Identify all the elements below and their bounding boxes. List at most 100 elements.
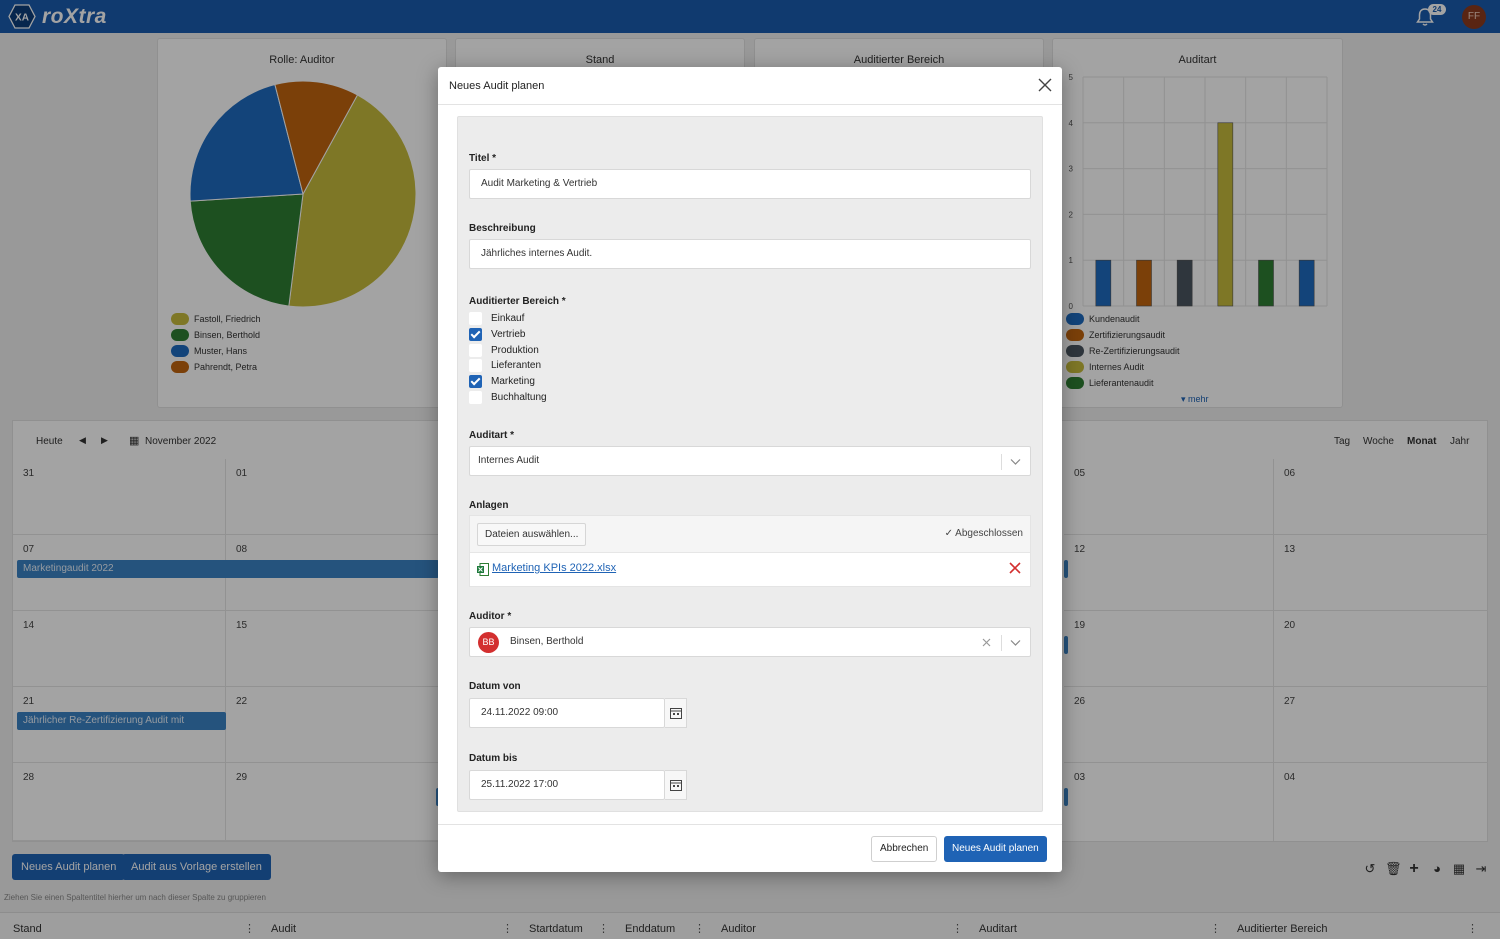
day-cell[interactable]: 26 [1064,687,1274,763]
month-label[interactable]: November 2022 [145,436,217,447]
audit-from-template-button[interactable]: Audit aus Vorlage erstellen [122,854,271,880]
cancel-button[interactable]: Abbrechen [871,836,938,862]
bereich-checkbox-buchhaltung[interactable]: Buchhaltung [469,390,547,405]
auditor-select[interactable]: BB Binsen, Berthold [469,627,1031,657]
day-cell[interactable]: 31 [13,459,226,535]
day-cell[interactable]: 13 [1274,535,1488,611]
attachment-link[interactable]: Marketing KPIs 2022.xlsx [492,562,617,574]
column-header[interactable]: Auditierter Bereich [1237,923,1328,935]
column-menu-icon[interactable]: ⋮ [1467,923,1478,935]
pie-slice[interactable] [274,80,359,196]
add-icon[interactable]: + [1409,860,1419,877]
reset-icon[interactable]: ↺ [1364,861,1376,876]
calendar-event-continuation[interactable] [1064,636,1068,654]
pie-slice[interactable] [189,193,304,307]
day-cell[interactable]: 03 [1064,763,1274,841]
bar[interactable] [1136,259,1152,307]
calendar-view-icon[interactable]: ▦ [1452,861,1466,876]
day-cell[interactable]: 06 [1274,459,1488,535]
column-header[interactable]: Startdatum [529,923,583,935]
prev-arrow-icon[interactable]: ◀ [79,435,86,445]
bereich-checkbox-marketing[interactable]: Marketing [469,374,535,389]
legend-item[interactable]: Pahrendt, Petra [171,359,261,375]
checkbox-checked[interactable] [469,328,482,341]
calendar-event-continuation[interactable] [1064,788,1068,806]
legend-item[interactable]: Kundenaudit [1066,311,1180,327]
checkbox-checked[interactable] [469,375,482,388]
chevron-down-icon[interactable] [1010,456,1021,467]
calendar-event[interactable]: Marketingaudit 2022 [17,560,439,578]
legend-item[interactable]: Zertifizierungsaudit [1066,327,1180,343]
datum-bis-picker[interactable] [665,770,687,800]
legend-item[interactable]: Re-Zertifizierungsaudit [1066,343,1180,359]
column-header[interactable]: Enddatum [625,923,676,935]
delete-attachment-icon[interactable] [1009,562,1021,574]
bar[interactable] [1258,259,1274,307]
select-files-button[interactable]: Dateien auswählen... [477,523,587,546]
datum-von-picker[interactable] [665,698,687,728]
column-menu-icon[interactable]: ⋮ [244,923,255,935]
pie-slice[interactable] [189,83,304,202]
auditart-select[interactable]: Internes Audit [469,446,1031,476]
app-name[interactable]: roXtra [42,5,107,28]
day-cell[interactable]: 04 [1274,763,1488,841]
bar[interactable] [1095,259,1112,307]
bereich-checkbox-lieferanten[interactable]: Lieferanten [469,358,541,373]
legend-item[interactable]: Internes Audit [1066,359,1180,375]
column-menu-icon[interactable]: ⋮ [502,923,513,935]
checkbox[interactable] [469,312,482,325]
view-woche[interactable]: Woche [1363,436,1394,447]
checkbox[interactable] [469,344,482,357]
bar[interactable] [1298,259,1315,307]
export-icon[interactable]: ⇥ [1475,861,1487,876]
legend-item[interactable]: Fastoll, Friedrich [171,311,261,327]
bar[interactable] [1217,122,1234,307]
checkbox[interactable] [469,391,482,404]
day-cell[interactable]: 27 [1274,687,1488,763]
pie-chart-icon[interactable]: ◕ [1433,861,1441,876]
submit-button[interactable]: Neues Audit planen [944,836,1047,862]
column-menu-icon[interactable]: ⋮ [1210,923,1221,935]
view-monat[interactable]: Monat [1407,436,1437,447]
day-cell[interactable]: 28 [13,763,226,841]
beschreibung-input[interactable]: Jährliches internes Audit. [469,239,1031,269]
day-cell[interactable]: 14 [13,611,226,687]
chevron-down-icon[interactable] [1010,637,1021,648]
column-header[interactable]: Auditor [721,923,756,935]
day-cell[interactable]: 20 [1274,611,1488,687]
datum-bis-input[interactable]: 25.11.2022 17:00 [469,770,665,800]
legend-item[interactable]: Muster, Hans [171,343,261,359]
checkbox[interactable] [469,359,482,372]
column-header[interactable]: Stand [13,923,42,935]
close-icon[interactable] [1038,78,1052,92]
column-menu-icon[interactable]: ⋮ [952,923,963,935]
datum-von-input[interactable]: 24.11.2022 09:00 [469,698,665,728]
day-cell[interactable]: 05 [1064,459,1274,535]
trash-icon[interactable]: 🗑 [1385,861,1402,876]
legend-item[interactable]: Binsen, Berthold [171,327,261,343]
column-header[interactable]: Auditart [979,923,1017,935]
next-arrow-icon[interactable]: ▶ [101,435,108,445]
column-header[interactable]: Audit [271,923,297,935]
clear-icon[interactable] [982,638,991,647]
legend-item[interactable]: Lieferantenaudit [1066,375,1180,391]
calendar-event-continuation[interactable] [1064,560,1068,578]
legend-more-link[interactable]: ▾ mehr [1181,394,1209,404]
bereich-checkbox-produktion[interactable]: Produktion [469,343,539,358]
column-menu-icon[interactable]: ⋮ [694,923,705,935]
calendar-icon[interactable]: ▦ [129,435,140,447]
bar[interactable] [1176,259,1193,307]
column-menu-icon[interactable]: ⋮ [598,923,609,935]
user-avatar[interactable]: FF [1462,5,1486,29]
titel-input[interactable]: Audit Marketing & Vertrieb [469,169,1031,199]
view-jahr[interactable]: Jahr [1450,436,1470,447]
new-audit-button[interactable]: Neues Audit planen [12,854,126,880]
view-tag[interactable]: Tag [1334,436,1351,447]
day-cell[interactable]: 19 [1064,611,1274,687]
bereich-checkbox-einkauf[interactable]: Einkauf [469,311,524,326]
calendar-event[interactable]: Jährlicher Re-Zertifizierung Audit mit [17,712,226,730]
today-button[interactable]: Heute [36,436,63,447]
pie-slice[interactable] [288,94,417,308]
day-cell[interactable]: 12 [1064,535,1274,611]
bereich-checkbox-vertrieb[interactable]: Vertrieb [469,327,525,342]
